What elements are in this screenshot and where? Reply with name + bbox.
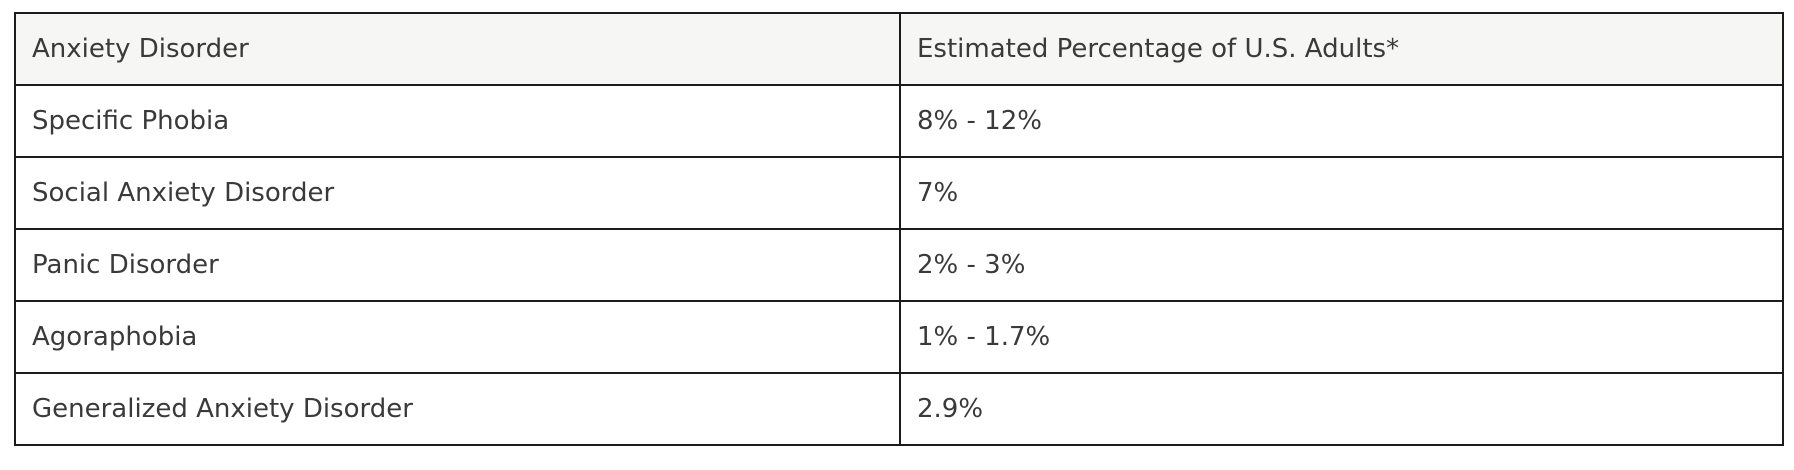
disorder-cell: Generalized Anxiety Disorder (14, 372, 901, 446)
percentage-cell: 7% (899, 156, 1784, 230)
table-header: Anxiety Disorder Estimated Percentage of… (14, 12, 1784, 86)
table-row: Specific Phobia 8% - 12% (14, 84, 1784, 158)
disorder-cell: Agoraphobia (14, 300, 901, 374)
table-row: Panic Disorder 2% - 3% (14, 228, 1784, 302)
header-estimated-percentage: Estimated Percentage of U.S. Adults* (899, 12, 1784, 86)
percentage-cell: 2% - 3% (899, 228, 1784, 302)
header-anxiety-disorder: Anxiety Disorder (14, 12, 901, 86)
anxiety-prevalence-table-container: Anxiety Disorder Estimated Percentage of… (14, 12, 1784, 446)
percentage-cell: 2.9% (899, 372, 1784, 446)
anxiety-prevalence-table: Anxiety Disorder Estimated Percentage of… (14, 12, 1784, 446)
table-row: Agoraphobia 1% - 1.7% (14, 300, 1784, 374)
header-row: Anxiety Disorder Estimated Percentage of… (14, 12, 1784, 86)
percentage-cell: 1% - 1.7% (899, 300, 1784, 374)
table-body: Specific Phobia 8% - 12% Social Anxiety … (14, 84, 1784, 446)
table-row: Generalized Anxiety Disorder 2.9% (14, 372, 1784, 446)
percentage-cell: 8% - 12% (899, 84, 1784, 158)
disorder-cell: Specific Phobia (14, 84, 901, 158)
table-row: Social Anxiety Disorder 7% (14, 156, 1784, 230)
disorder-cell: Panic Disorder (14, 228, 901, 302)
disorder-cell: Social Anxiety Disorder (14, 156, 901, 230)
